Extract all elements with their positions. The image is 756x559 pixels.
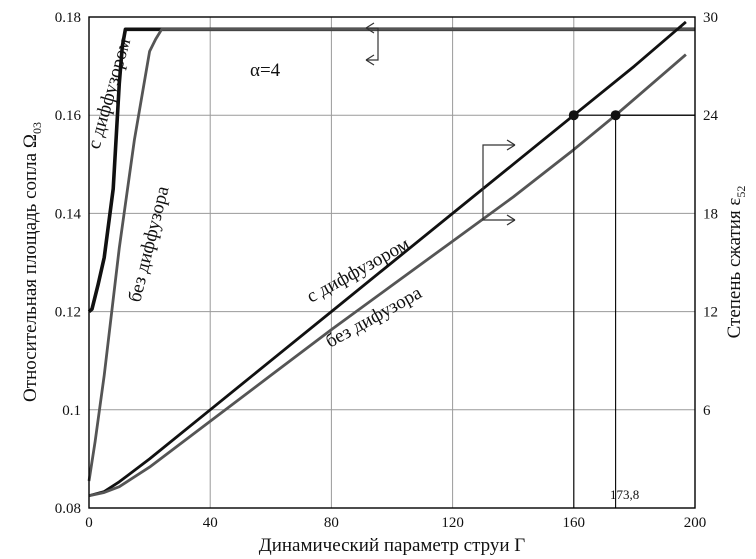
x-tick-label: 160 (563, 515, 586, 531)
x-axis-title: Динамический параметр струи Г (259, 535, 526, 556)
area-with-diffuser-line (87, 27, 695, 313)
y-left-title-main: Относительная площадь сопла Ω (20, 134, 41, 402)
tick-labels: 0 40 80 120 160 200 0.08 0.1 0.12 0.14 0.16 0.18 6 12… (55, 10, 719, 531)
y-right-tick-label: 6 (703, 403, 711, 419)
y-right-tick-label: 18 (703, 206, 718, 222)
left-arrow-heads (365, 22, 375, 66)
x-tick-label: 0 (85, 515, 93, 531)
y-left-tick-label: 0.18 (55, 10, 81, 26)
area-with-diffuser-label: с диффузором (84, 36, 136, 151)
marker-value-label: 173,8 (610, 487, 639, 502)
y-right-axis-title: Степень сжатия ε52 (724, 186, 748, 339)
alpha-label: α=4 (250, 60, 281, 81)
left-axis-arrow (366, 27, 379, 61)
x-tick-label: 200 (684, 515, 707, 531)
x-tick-label: 40 (203, 515, 218, 531)
y-right-title-main: Степень сжатия ε (724, 198, 745, 339)
area-without-diffuser-label: без диффузора (124, 184, 173, 305)
y-right-title-sub: 52 (734, 186, 748, 198)
y-left-tick-label: 0.16 (55, 108, 82, 124)
y-right-tick-label: 12 (703, 305, 718, 321)
ratio-without-diffuser-line (88, 53, 687, 498)
y-right-tick-label: 24 (703, 108, 719, 124)
x-tick-label: 120 (441, 515, 464, 531)
x-tick-label: 80 (324, 515, 339, 531)
intersection-marker (610, 110, 621, 121)
y-left-tick-label: 0.12 (55, 305, 81, 321)
intersection-marker (568, 110, 579, 121)
right-axis-arrow (482, 144, 515, 221)
y-left-tick-label: 0.08 (55, 501, 81, 517)
y-left-tick-label: 0.14 (55, 206, 82, 222)
y-left-tick-label: 0.1 (62, 403, 81, 419)
grid (89, 17, 695, 508)
right-arrow-heads (506, 139, 516, 226)
area-without-diffuser-line (87, 27, 695, 482)
guide-lines (568, 110, 695, 508)
y-left-title-sub: 03 (30, 122, 44, 134)
y-left-axis-title: Относительная площадь сопла Ω03 (20, 122, 44, 402)
y-right-tick-label: 30 (703, 10, 718, 26)
plot-frame (88, 16, 696, 509)
